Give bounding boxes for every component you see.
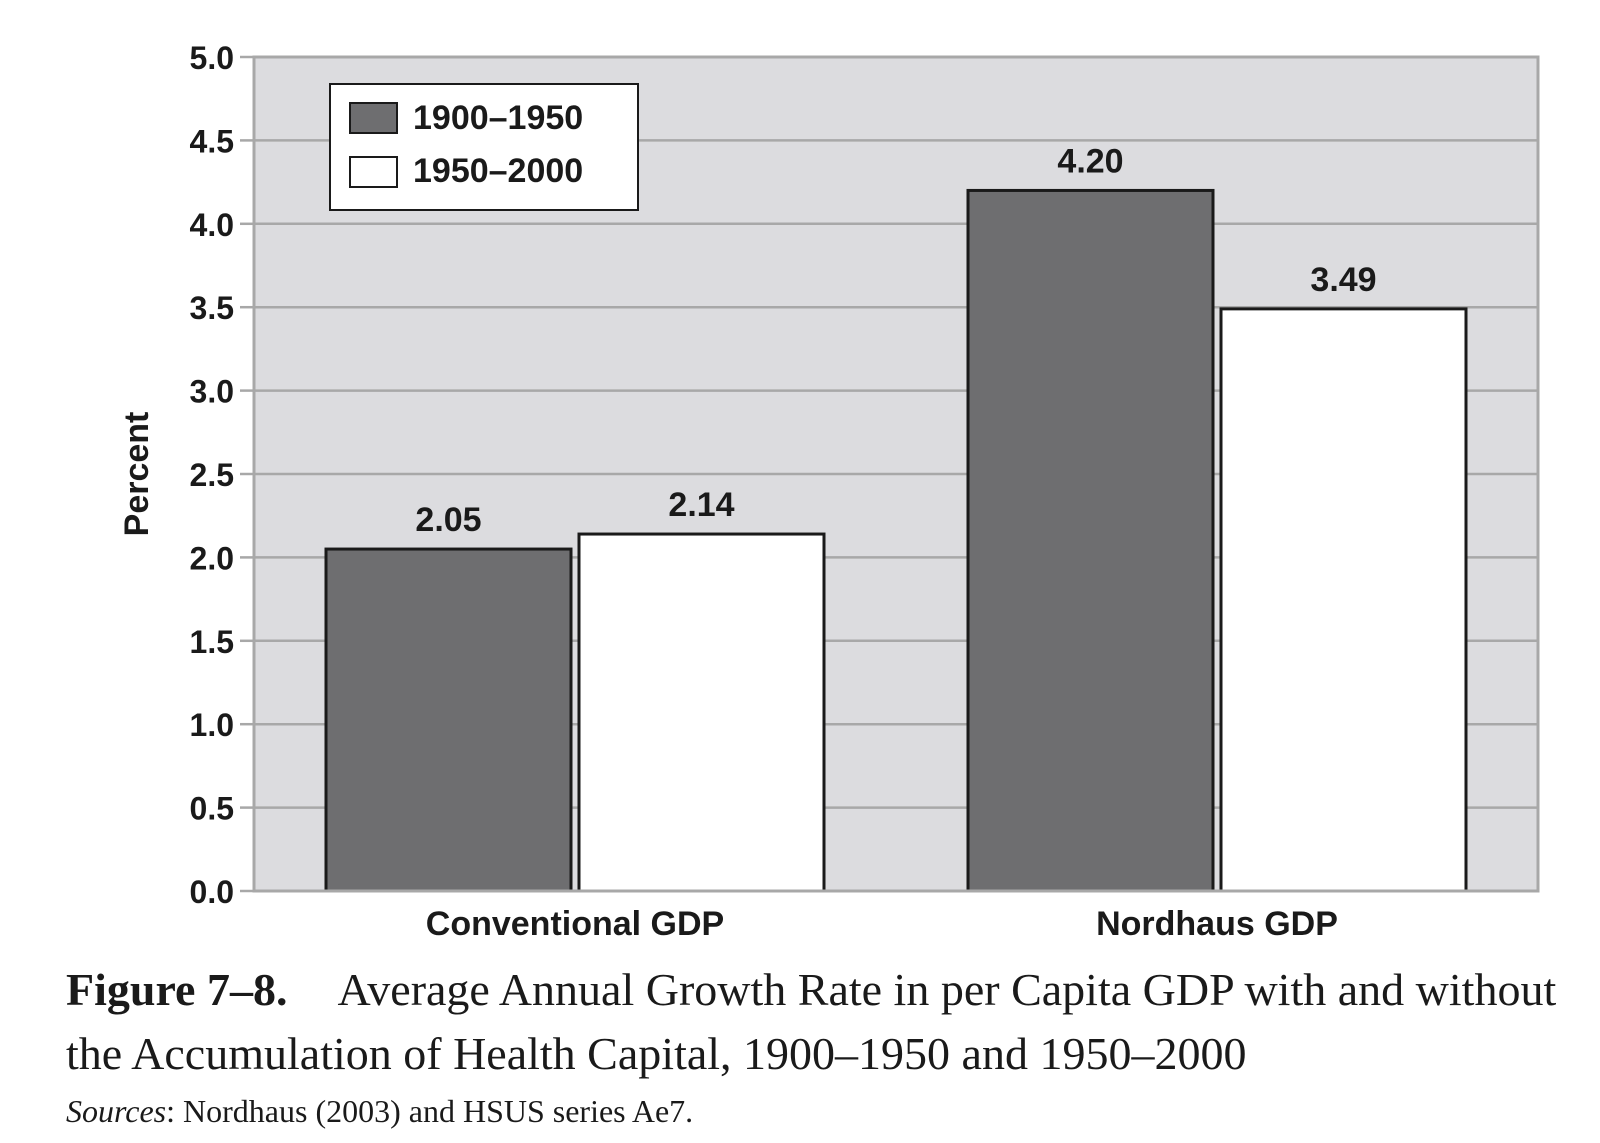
data-label: 2.14 bbox=[668, 486, 734, 524]
y-tick-label: 4.0 bbox=[190, 207, 234, 243]
y-axis-ticks: 0.0 0.5 1.0 1.5 2.0 2.5 3.0 3.5 4.0 4.5 5.0 bbox=[190, 40, 254, 910]
legend-swatch-1900-1950 bbox=[349, 102, 398, 134]
y-tick-label: 4.5 bbox=[190, 123, 234, 159]
sources-note: Sources: Nordhaus (2003) and HSUS series… bbox=[66, 1093, 693, 1130]
bar-nordhaus-gdp-series-2 bbox=[1219, 307, 1468, 893]
bar-chart: 0.00.51.01.52.02.53.03.54.04.55.0 2.05 2.… bbox=[118, 40, 1540, 940]
sources-label: Sources bbox=[66, 1093, 167, 1129]
x-category-label: Nordhaus GDP bbox=[1096, 905, 1338, 940]
bar-nordhaus-gdp-series-1 bbox=[966, 188, 1215, 893]
figure-caption: Figure 7–8. Average Annual Growth Rate in… bbox=[66, 958, 1566, 1086]
category-labels: Conventional GDP Nordhaus GDP bbox=[426, 905, 1338, 940]
y-tick-label: 5.0 bbox=[190, 40, 234, 76]
y-tick-label: 3.5 bbox=[190, 290, 234, 326]
data-label: 3.49 bbox=[1310, 261, 1376, 299]
figure-caption-text: Average Annual Growth Rate in per Capita… bbox=[66, 964, 1557, 1079]
data-label: 2.05 bbox=[415, 501, 481, 539]
y-tick-label: 1.5 bbox=[190, 624, 234, 660]
data-label: 4.20 bbox=[1057, 142, 1123, 180]
y-axis-label: Percent bbox=[118, 412, 156, 537]
y-tick-label: 1.0 bbox=[190, 707, 234, 743]
plot-border bbox=[252, 55, 1540, 893]
legend: 1900–1950 1950–2000 bbox=[329, 83, 639, 211]
y-tick-label: 3.0 bbox=[190, 374, 234, 410]
bar-conventional-gdp-series-2 bbox=[577, 532, 826, 893]
legend-swatch-1950-2000 bbox=[349, 156, 398, 188]
bar-conventional-gdp-series-1 bbox=[324, 547, 573, 893]
y-tick-label: 2.0 bbox=[190, 540, 234, 576]
y-tick-label: 0.0 bbox=[190, 874, 234, 910]
data-labels: 2.05 2.14 4.20 3.49 bbox=[415, 142, 1376, 539]
sources-text: : Nordhaus (2003) and HSUS series Ae7. bbox=[166, 1093, 694, 1129]
y-tick-label: 0.5 bbox=[190, 791, 234, 827]
y-tick-label: 2.5 bbox=[190, 457, 234, 493]
legend-label-1900-1950: 1900–1950 bbox=[413, 99, 583, 137]
x-category-label: Conventional GDP bbox=[426, 905, 724, 940]
figure-number: Figure 7–8. bbox=[66, 964, 288, 1015]
legend-label-1950-2000: 1950–2000 bbox=[413, 152, 583, 190]
